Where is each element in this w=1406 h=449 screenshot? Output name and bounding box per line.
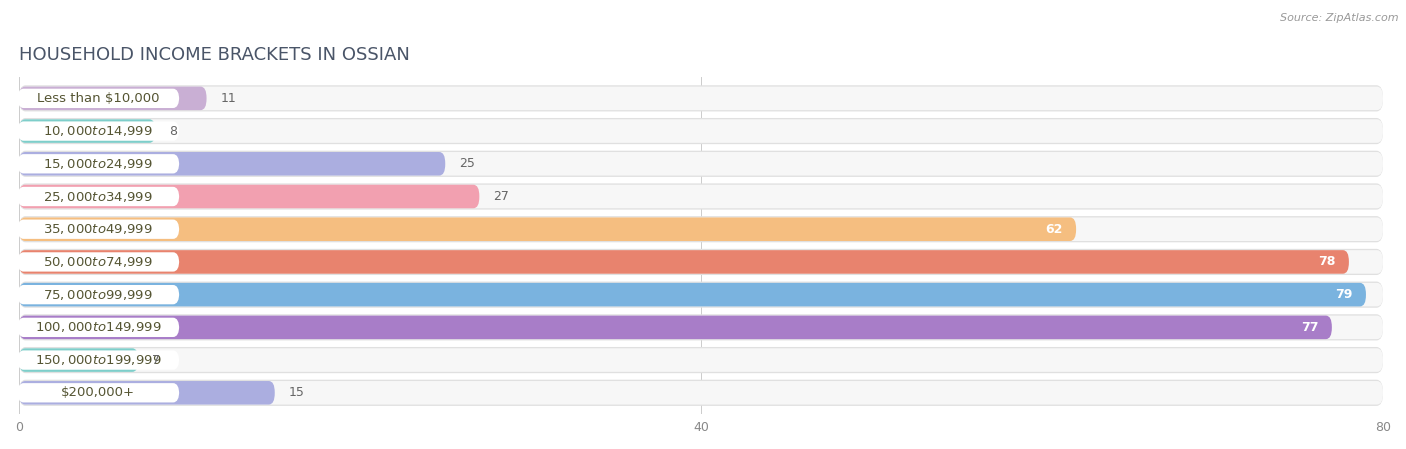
FancyBboxPatch shape	[17, 154, 180, 173]
Text: 7: 7	[152, 353, 160, 366]
Text: $10,000 to $14,999: $10,000 to $14,999	[44, 124, 153, 138]
FancyBboxPatch shape	[17, 350, 180, 370]
FancyBboxPatch shape	[20, 381, 274, 405]
FancyBboxPatch shape	[20, 185, 479, 208]
Text: 8: 8	[169, 124, 177, 137]
FancyBboxPatch shape	[17, 187, 180, 206]
FancyBboxPatch shape	[20, 314, 1384, 340]
FancyBboxPatch shape	[20, 151, 1384, 177]
Text: 79: 79	[1334, 288, 1353, 301]
Text: $35,000 to $49,999: $35,000 to $49,999	[44, 222, 153, 236]
FancyBboxPatch shape	[20, 152, 1384, 176]
Text: Source: ZipAtlas.com: Source: ZipAtlas.com	[1281, 13, 1399, 23]
Text: 15: 15	[288, 386, 304, 399]
FancyBboxPatch shape	[20, 87, 1384, 110]
FancyBboxPatch shape	[20, 316, 1384, 339]
FancyBboxPatch shape	[20, 348, 138, 372]
FancyBboxPatch shape	[17, 285, 180, 304]
Text: $50,000 to $74,999: $50,000 to $74,999	[44, 255, 153, 269]
Text: $75,000 to $99,999: $75,000 to $99,999	[44, 288, 153, 302]
FancyBboxPatch shape	[17, 220, 180, 239]
FancyBboxPatch shape	[20, 119, 156, 143]
FancyBboxPatch shape	[20, 249, 1384, 275]
FancyBboxPatch shape	[20, 316, 1331, 339]
FancyBboxPatch shape	[20, 282, 1384, 308]
Text: $25,000 to $34,999: $25,000 to $34,999	[44, 189, 153, 203]
Text: 11: 11	[221, 92, 236, 105]
Text: $200,000+: $200,000+	[62, 386, 135, 399]
FancyBboxPatch shape	[20, 119, 1384, 143]
FancyBboxPatch shape	[20, 152, 446, 176]
FancyBboxPatch shape	[20, 217, 1384, 241]
Text: 62: 62	[1045, 223, 1063, 236]
FancyBboxPatch shape	[17, 89, 180, 108]
FancyBboxPatch shape	[20, 347, 1384, 373]
Text: HOUSEHOLD INCOME BRACKETS IN OSSIAN: HOUSEHOLD INCOME BRACKETS IN OSSIAN	[20, 46, 411, 64]
FancyBboxPatch shape	[20, 283, 1384, 306]
Text: 27: 27	[494, 190, 509, 203]
FancyBboxPatch shape	[17, 121, 180, 141]
Text: 77: 77	[1301, 321, 1319, 334]
FancyBboxPatch shape	[20, 380, 1384, 406]
Text: $150,000 to $199,999: $150,000 to $199,999	[35, 353, 162, 367]
Text: $15,000 to $24,999: $15,000 to $24,999	[44, 157, 153, 171]
FancyBboxPatch shape	[20, 184, 1384, 210]
FancyBboxPatch shape	[20, 216, 1384, 242]
FancyBboxPatch shape	[20, 348, 1384, 372]
FancyBboxPatch shape	[20, 217, 1076, 241]
Text: $100,000 to $149,999: $100,000 to $149,999	[35, 321, 162, 335]
Text: Less than $10,000: Less than $10,000	[37, 92, 159, 105]
FancyBboxPatch shape	[17, 383, 180, 402]
FancyBboxPatch shape	[20, 283, 1367, 306]
FancyBboxPatch shape	[20, 87, 207, 110]
Text: 25: 25	[458, 157, 475, 170]
Text: 78: 78	[1317, 255, 1336, 269]
FancyBboxPatch shape	[20, 118, 1384, 144]
FancyBboxPatch shape	[20, 85, 1384, 111]
FancyBboxPatch shape	[17, 318, 180, 337]
FancyBboxPatch shape	[20, 250, 1384, 274]
FancyBboxPatch shape	[20, 185, 1384, 208]
FancyBboxPatch shape	[20, 250, 1348, 274]
FancyBboxPatch shape	[20, 381, 1384, 405]
FancyBboxPatch shape	[17, 252, 180, 272]
